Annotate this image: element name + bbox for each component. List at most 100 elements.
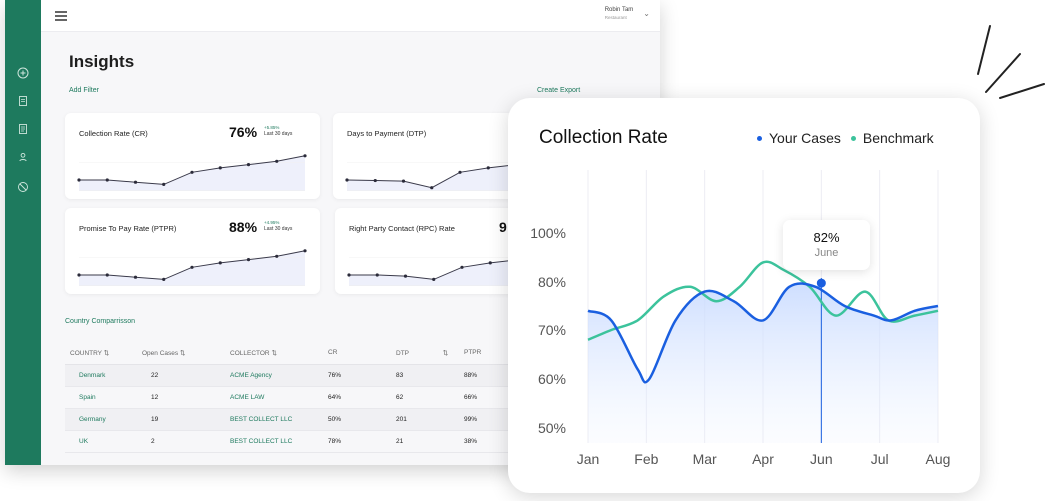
dashboard-window: Robin Tam Restaurant ⌄ Insights Add Filt… — [5, 0, 660, 465]
kpi-card-ptpr[interactable]: Promise To Pay Rate (PTPR) 88% +4.95% La… — [65, 208, 320, 294]
country-comparison-table: COUNTRY ⇅ Open Cases ⇅ COLLECTOR ⇅ CR DT… — [65, 342, 525, 453]
legend-item-your-cases[interactable]: Your Cases — [757, 130, 841, 146]
collector-cell[interactable]: ACME Agency — [225, 364, 323, 387]
card-sparkline — [77, 249, 307, 286]
your-cases-line[interactable] — [587, 282, 939, 384]
sort-icon[interactable]: ⇅ — [271, 349, 277, 357]
sparkline-point — [486, 166, 490, 170]
card-value: 9 — [499, 219, 507, 235]
legend-label: Benchmark — [862, 130, 934, 146]
column-header[interactable]: Open Cases ⇅ — [137, 342, 225, 365]
card-period: Last 30 days — [264, 226, 293, 232]
sidebar-rail — [5, 0, 41, 465]
sparkline-point — [275, 254, 279, 258]
card-title: Days to Payment (DTP) — [347, 129, 427, 138]
y-tick-label: 50% — [538, 420, 566, 436]
sparkline-point — [460, 265, 464, 269]
sparkline-point — [375, 273, 379, 277]
card-title: Collection Rate (CR) — [79, 129, 148, 138]
menu-icon[interactable] — [55, 11, 67, 21]
chart-title: Collection Rate — [539, 127, 668, 148]
country-cell[interactable]: Denmark — [65, 364, 137, 387]
country-cell[interactable]: Spain — [65, 386, 137, 409]
page-title: Insights — [69, 52, 135, 71]
collection-rate-chart: 100% 80% 70% 60% 50% Jan Feb Mar Apr Jun Jul Aug — [530, 170, 951, 467]
sparkline-point — [246, 163, 251, 167]
sparkline-point — [275, 159, 279, 163]
x-tick-label: Apr — [752, 451, 774, 467]
column-header[interactable]: CR — [323, 342, 391, 365]
sparkline-point — [77, 273, 81, 277]
sparkline-point — [345, 178, 349, 182]
sparkline-point — [218, 261, 222, 265]
dtp-cell: 201 — [391, 408, 459, 431]
card-value: 76% — [229, 124, 258, 140]
sparkline-point — [303, 249, 307, 253]
card-delta: +4.95% — [264, 220, 280, 225]
sparkline-point — [77, 178, 81, 182]
kpi-card-cr[interactable]: Collection Rate (CR) 76% +5.85% Last 30 … — [65, 113, 320, 199]
sparkline-point — [190, 170, 194, 174]
document-icon[interactable] — [16, 94, 30, 108]
card-title: Promise To Pay Rate (PTPR) — [79, 224, 177, 233]
user-icon[interactable] — [16, 150, 30, 164]
create-export-link[interactable]: Create Export — [537, 87, 581, 94]
sort-icon[interactable]: ⇅ — [179, 349, 186, 357]
collector-cell[interactable]: BEST COLLECT LLC — [225, 430, 323, 453]
sparkline-point — [488, 261, 492, 265]
open-cases-cell: 19 — [137, 408, 225, 431]
collection-rate-chart-card: 100% 80% 70% 60% 50% Jan Feb Mar Apr Jun Jul Aug Co… — [508, 98, 980, 493]
sparkline-point — [430, 186, 434, 190]
table-row[interactable]: Germany 19 BEST COLLECT LLC 50% 201 99% — [65, 408, 525, 431]
tooltip-value: 82% — [813, 230, 840, 245]
column-header[interactable]: COUNTRY ⇅ — [65, 342, 137, 365]
open-cases-cell: 22 — [137, 364, 225, 387]
add-filter-link[interactable]: Add Filter — [69, 87, 99, 94]
user-name: Robin Tam — [604, 7, 634, 13]
benchmark-line[interactable] — [587, 260, 939, 341]
sparkline-point — [162, 182, 166, 186]
open-cases-cell: 12 — [137, 386, 225, 409]
card-delta: +5.85% — [264, 125, 280, 130]
tooltip-label: June — [814, 247, 839, 259]
block-icon[interactable] — [16, 180, 30, 194]
dtp-cell: 62 — [391, 386, 459, 409]
file-text-icon[interactable] — [16, 122, 30, 136]
table-row[interactable]: Denmark 22 ACME Agency 76% 83 88% — [65, 364, 525, 387]
open-cases-cell: 2 — [137, 430, 225, 453]
x-tick-label: Aug — [926, 451, 951, 467]
chart-tooltip: 82% June — [783, 220, 870, 270]
column-header[interactable]: COLLECTOR ⇅ — [225, 342, 323, 365]
legend-item-benchmark[interactable]: Benchmark — [850, 130, 934, 146]
sparkline-point — [105, 273, 109, 277]
sparkline-point — [303, 154, 307, 158]
chevron-down-icon[interactable]: ⌄ — [643, 9, 650, 18]
highlight-point[interactable] — [816, 278, 826, 288]
plus-circle-icon[interactable] — [16, 66, 30, 80]
column-header[interactable]: DTP ⇅ — [391, 342, 459, 365]
cr-cell: 50% — [323, 408, 391, 431]
sparkline-point — [162, 277, 166, 281]
collector-cell[interactable]: ACME LAW — [225, 386, 323, 409]
sort-icon[interactable]: ⇅ — [442, 349, 449, 357]
x-tick-label: Mar — [693, 451, 717, 467]
sparkline-point — [401, 179, 406, 183]
user-menu[interactable]: Robin Tam Restaurant ⌄ — [605, 6, 650, 21]
cr-cell: 76% — [323, 364, 391, 387]
sparkline-point — [190, 265, 194, 269]
country-cell[interactable]: Germany — [65, 408, 137, 431]
legend-dot — [757, 135, 762, 141]
sort-icon[interactable]: ⇅ — [103, 349, 110, 357]
card-sparkline — [77, 154, 307, 191]
collector-cell[interactable]: BEST COLLECT LLC — [225, 408, 323, 431]
sparkline-point — [133, 180, 138, 184]
x-tick-label: Jan — [577, 451, 600, 467]
user-role: Restaurant — [604, 15, 627, 20]
table-row[interactable]: Spain 12 ACME LAW 64% 62 66% — [65, 386, 525, 409]
table-row[interactable]: UK 2 BEST COLLECT LLC 78% 21 38% — [65, 430, 525, 453]
country-cell[interactable]: UK — [65, 430, 137, 453]
legend-dot — [850, 135, 856, 141]
sparkline-point — [403, 274, 408, 278]
table-header-row: COUNTRY ⇅ Open Cases ⇅ COLLECTOR ⇅ CR DT… — [65, 342, 525, 365]
dtp-cell: 21 — [391, 430, 459, 453]
